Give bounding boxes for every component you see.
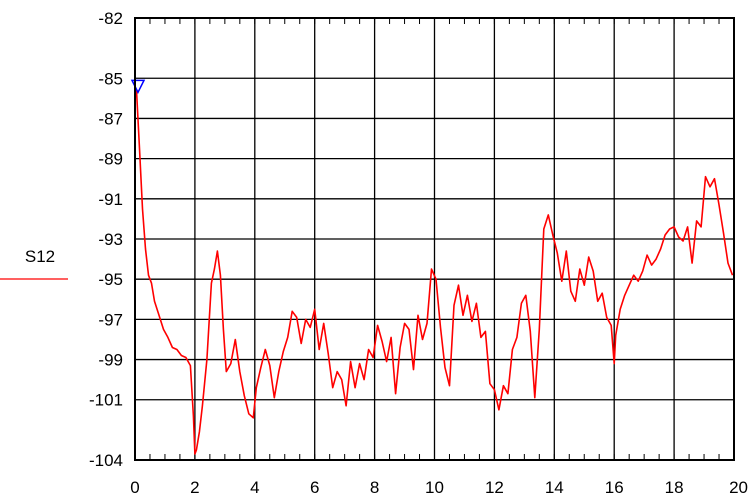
y-tick-label: -95 — [98, 270, 123, 289]
marker-triangle-icon — [130, 79, 146, 95]
legend: S12 — [0, 247, 68, 280]
x-tick-label: 8 — [370, 478, 379, 497]
y-tick-label: -101 — [89, 391, 123, 410]
series-group — [135, 90, 734, 455]
legend-label-s12: S12 — [25, 247, 55, 266]
y-tick-label: -87 — [98, 109, 123, 128]
y-tick-labels: -82 -85 -87 -89 -91 -93 -95 -97 -99 -101 -104 — [89, 9, 123, 470]
x-tick-labels: 0 2 4 6 8 10 12 14 16 18 20 — [130, 478, 748, 497]
plot-frame — [134, 17, 735, 461]
y-tick-label: -82 — [98, 9, 123, 28]
y-tick-label: -93 — [98, 230, 123, 249]
y-tick-label: -89 — [98, 150, 123, 169]
marker-group — [130, 79, 146, 95]
x-tick-label: 12 — [485, 478, 504, 497]
x-tick-label: 4 — [250, 478, 259, 497]
y-tick-label: -97 — [98, 310, 123, 329]
x-tick-label: 2 — [190, 478, 199, 497]
y-tick-label: -85 — [98, 69, 123, 88]
y-tick-label: -104 — [89, 451, 123, 470]
x-tick-label: 0 — [130, 478, 139, 497]
y-tick-label: -99 — [98, 351, 123, 370]
x-tick-label: 10 — [425, 478, 444, 497]
x-tick-label: 16 — [605, 478, 624, 497]
x-tick-label: 6 — [310, 478, 319, 497]
x-tick-label: 14 — [545, 478, 564, 497]
series-line-s12 — [135, 90, 734, 455]
x-tick-label: 20 — [729, 478, 748, 497]
grid — [134, 17, 735, 461]
y-tick-label: -91 — [98, 190, 123, 209]
x-tick-label: 18 — [665, 478, 684, 497]
